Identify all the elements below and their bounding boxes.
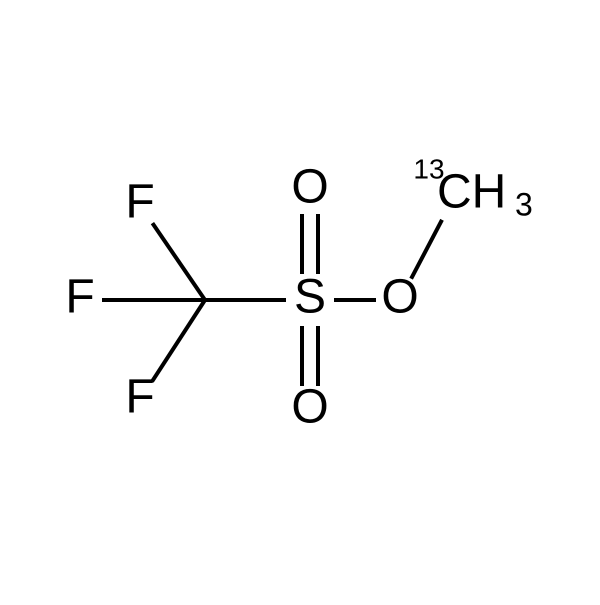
atom-subscript-3: 3 [515, 186, 533, 222]
atom-label-ch3: 13CH3 [413, 153, 532, 222]
atom-label-o: O [291, 161, 328, 214]
bond-single [152, 223, 205, 300]
atom-label-s: S [294, 271, 326, 324]
atom-label-o: O [381, 271, 418, 324]
bond-single [152, 300, 205, 382]
molecule-diagram: FFFSOOO13CH3 [0, 0, 600, 600]
atom-label-f: F [65, 271, 94, 324]
atom-label-f: F [125, 176, 154, 229]
atom-ch: CH [437, 166, 506, 219]
atom-label-o: O [291, 381, 328, 434]
atom-label-f: F [125, 371, 154, 424]
